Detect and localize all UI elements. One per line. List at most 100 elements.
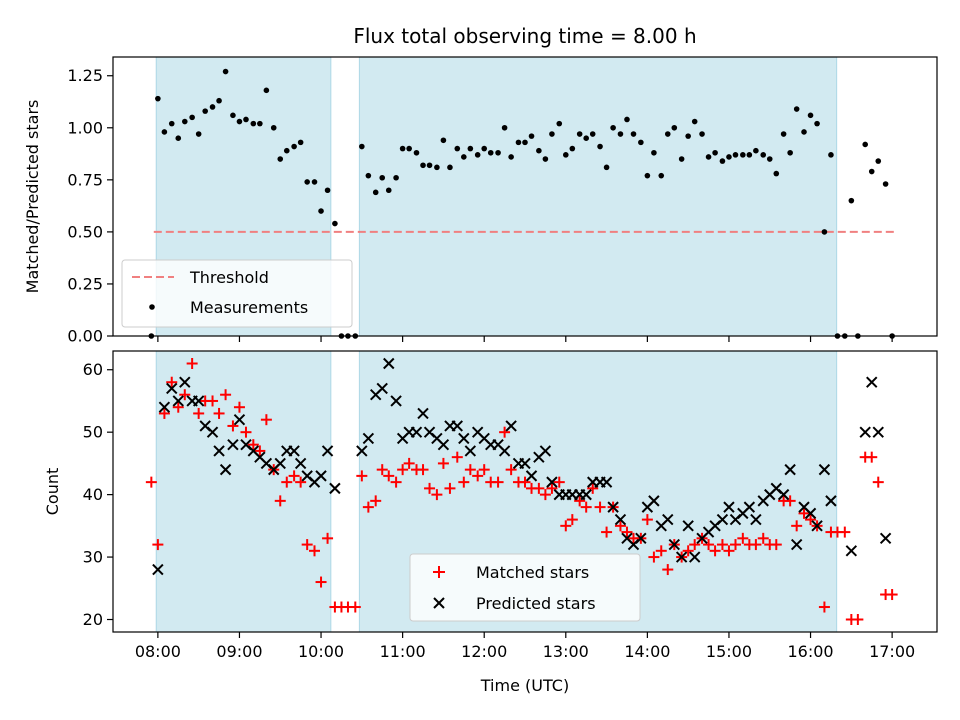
legend-predicted-label: Predicted stars: [476, 594, 596, 613]
matched-star-point: [757, 532, 769, 544]
measurement-point: [447, 164, 453, 171]
matched-star-point: [362, 501, 374, 513]
matched-star-point: [505, 464, 517, 476]
measurement-point: [399, 145, 406, 152]
matched-star-point: [233, 401, 245, 413]
x-axis-label: Time (UTC): [480, 676, 569, 695]
matched-star-point: [213, 407, 225, 419]
matched-star-point: [560, 520, 572, 532]
observing-window-2: [358, 56, 838, 337]
top-axes-frame: [112, 56, 938, 337]
measurement-point: [549, 131, 555, 137]
matched-star-point: [621, 526, 633, 538]
measurement-point: [413, 149, 420, 156]
matched-star-point: [641, 514, 653, 526]
measurement-point: [603, 164, 610, 171]
measurement-point: [664, 131, 671, 137]
matched-star-point: [172, 401, 184, 413]
predicted-stars-points: [152, 357, 892, 576]
measurement-point: [542, 156, 549, 162]
y-tick-label: 20: [83, 610, 103, 629]
matched-star-point: [499, 426, 511, 438]
measurement-point: [630, 131, 637, 137]
predicted-star-point: [288, 445, 300, 457]
x-tick-label: 14:00: [624, 642, 670, 661]
predicted-star-point: [498, 445, 511, 457]
matched-star-point: [662, 564, 674, 576]
y-tick-label: 0.25: [67, 274, 103, 293]
y-tick-label: 50: [83, 423, 103, 442]
predicted-star-point: [362, 432, 375, 445]
observing-window-1: [155, 350, 332, 633]
measurement-point: [773, 170, 780, 177]
matched-star-point: [158, 407, 170, 419]
y-tick-label: 30: [83, 548, 103, 567]
predicted-star-point: [811, 520, 823, 532]
predicted-star-point: [845, 545, 858, 557]
matched-star-point: [397, 464, 409, 476]
measurement-point: [161, 129, 168, 135]
measurement-point: [434, 164, 440, 171]
matched-star-point: [472, 470, 484, 482]
matched-star-point: [716, 539, 728, 551]
predicted-star-point: [539, 445, 552, 457]
matched-star-point: [207, 395, 219, 407]
predicted-star-point: [356, 445, 368, 457]
matched-star-point: [390, 476, 402, 488]
count-panel: 20 30 40 50 60 08:00 09:00 10:00 11:00 12:00 13:0…: [43, 350, 938, 695]
matched-star-point: [866, 451, 878, 463]
matched-star-point: [689, 539, 701, 551]
predicted-star-point: [321, 445, 334, 457]
predicted-star-point: [192, 395, 205, 407]
matched-star-point: [444, 482, 456, 494]
predicted-star-point: [866, 376, 878, 388]
measurement-point: [828, 152, 834, 158]
matched-star-point: [322, 532, 334, 544]
predicted-star-point: [635, 532, 647, 545]
predicted-star-point: [329, 482, 341, 495]
predicted-star-point: [464, 445, 477, 457]
measurement-point: [297, 139, 304, 146]
predicted-star-point: [227, 438, 239, 451]
matched-star-point: [145, 476, 157, 488]
predicted-star-point: [206, 426, 219, 438]
matched-star-point: [370, 495, 382, 507]
matched-star-point: [315, 576, 327, 588]
measurement-point: [685, 133, 691, 139]
predicted-star-point: [390, 395, 402, 407]
measurement-point: [780, 131, 787, 137]
predicted-star-point: [233, 413, 246, 426]
matched-star-point: [193, 407, 205, 419]
measurement-point: [556, 120, 563, 127]
y-tick-label: 40: [83, 485, 103, 504]
ratio-panel: 0.00 0.25 0.50 0.75 1.00 1.25 Matched/Predict…: [23, 56, 938, 346]
measurement-point: [766, 156, 773, 162]
matched-star-point: [403, 457, 415, 469]
matched-star-point: [458, 476, 470, 488]
measurement-point: [807, 112, 814, 119]
x-tick-label: 10:00: [298, 642, 344, 661]
matched-star-point: [166, 376, 178, 388]
x-tick-label: 13:00: [543, 642, 589, 661]
predicted-star-point: [525, 470, 538, 482]
matched-star-point: [240, 426, 252, 438]
measurement-point: [318, 208, 324, 214]
measurement-point: [624, 116, 630, 123]
matched-star-point: [872, 476, 884, 488]
measurement-point: [508, 154, 514, 160]
measurement-point: [236, 118, 243, 125]
predicted-star-point: [166, 382, 178, 395]
predicted-star-point: [675, 551, 688, 563]
matched-star-point: [655, 545, 667, 557]
bottom-y-axis-label: Count: [43, 468, 62, 516]
x-tick-label: 12:00: [461, 642, 507, 661]
measurement-point: [726, 154, 732, 160]
predicted-star-point: [458, 432, 470, 445]
measurement-point: [454, 145, 461, 152]
predicted-star-point: [213, 445, 225, 457]
matched-star-point: [383, 470, 395, 482]
y-tick-label: 60: [83, 360, 103, 379]
measurement-point: [801, 129, 807, 135]
measurement-point: [406, 145, 412, 152]
predicted-star-point: [376, 382, 388, 395]
